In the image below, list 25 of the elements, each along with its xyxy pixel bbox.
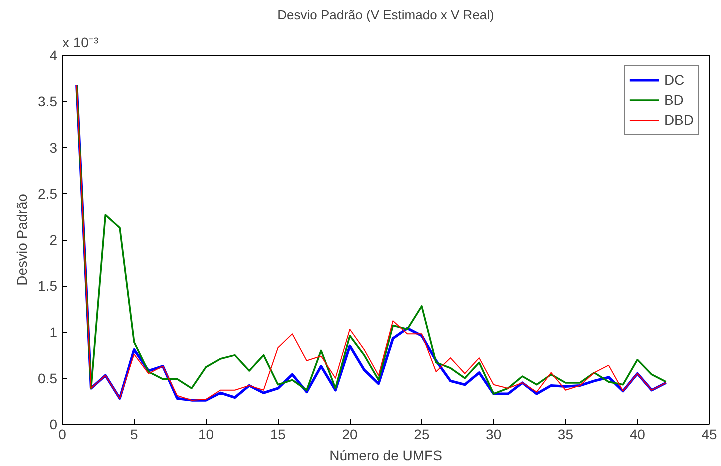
y-tick-label: 0.5 <box>38 370 58 386</box>
y-tick-label: 1.5 <box>38 278 58 294</box>
x-tick-label: 40 <box>630 426 646 442</box>
x-tick-label: 30 <box>486 426 502 442</box>
y-tick-label: 3 <box>50 140 58 156</box>
y-tick-label: 4 <box>50 48 58 64</box>
legend-label: BD <box>664 92 684 108</box>
x-tick-label: 20 <box>342 426 358 442</box>
chart-title: Desvio Padrão (V Estimado x V Real) <box>278 8 494 22</box>
legend-label: DBD <box>664 112 694 128</box>
y-tick-label: 1 <box>50 324 58 340</box>
legend-label: DC <box>664 72 685 88</box>
y-tick-label: 2.5 <box>38 186 58 202</box>
x-tick-label: 35 <box>558 426 574 442</box>
y-tick-label: 0 <box>50 416 58 432</box>
x-tick-label: 45 <box>702 426 718 442</box>
y-tick-label: 3.5 <box>38 94 58 110</box>
y-axis-title: Desvio Padrão <box>14 194 30 286</box>
text: x 10⁻³ <box>62 34 99 50</box>
x-axis-title: Número de UMFS <box>330 448 442 464</box>
x-tick-label: 15 <box>270 426 286 442</box>
x-tick-label: 25 <box>414 426 430 442</box>
x-tick-label: 10 <box>198 426 214 442</box>
y-tick-label: 2 <box>50 232 58 248</box>
x-tick-label: 5 <box>130 426 138 442</box>
